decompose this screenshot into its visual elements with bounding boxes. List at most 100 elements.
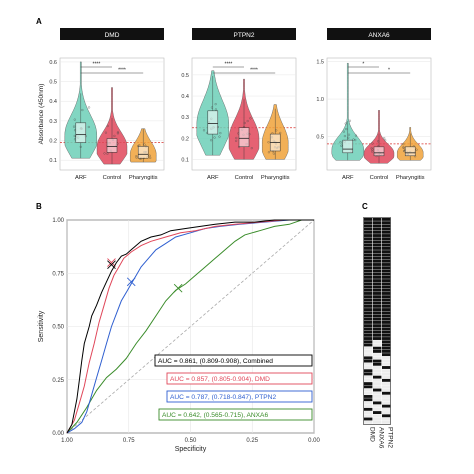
heatmap-cell <box>364 311 373 315</box>
y-tick-label: 1.00 <box>52 218 64 224</box>
y-tick-label: 0.5 <box>49 80 57 86</box>
violin-chart-ptpn2: PTPN2 0.5 0.4 0.3 0.2 0.1 ARF Control Pharyngiti… <box>181 28 297 181</box>
heatmap-cell <box>382 288 391 292</box>
heatmap-cell <box>373 263 382 266</box>
heatmap-cell <box>364 417 373 421</box>
heatmap-cell <box>382 382 391 386</box>
heatmap-cell <box>373 250 382 254</box>
heatmap-cell <box>373 388 382 392</box>
reference-diagonal <box>66 219 315 434</box>
heatmap-cell <box>382 407 391 411</box>
heatmap-cell <box>364 230 373 234</box>
heatmap-cell <box>373 340 382 344</box>
heatmap-cell <box>373 414 382 418</box>
data-point <box>148 154 151 157</box>
heatmap-cell <box>382 259 391 263</box>
heatmap-cell <box>373 282 382 286</box>
heatmap-cell <box>373 259 382 263</box>
heatmap-cell <box>364 314 373 318</box>
box-control <box>238 127 250 148</box>
x-tick-label: ARF <box>75 175 87 181</box>
heatmap-cell <box>373 301 382 305</box>
heatmap-cell <box>364 301 373 305</box>
data-point <box>218 135 221 138</box>
heatmap-cell <box>364 279 373 283</box>
heatmap-cell <box>373 321 382 324</box>
heatmap-cell <box>382 221 391 225</box>
auc-label-combined: AUC = 0.861, (0.809-0.908), Combined <box>158 358 273 365</box>
data-point <box>135 155 138 158</box>
heatmap-cell <box>373 314 382 318</box>
heatmap-cell <box>382 349 391 353</box>
heatmap-cell <box>382 311 391 315</box>
heatmap-cell <box>373 317 382 321</box>
heatmap-cell <box>373 279 382 283</box>
data-point <box>371 150 374 153</box>
heatmap-cell <box>364 378 373 382</box>
roc-curve-anxa6 <box>66 219 314 434</box>
y-axis-label: Absorbance (450nm) <box>38 84 45 145</box>
data-point <box>214 108 217 111</box>
data-point <box>73 118 76 121</box>
heatmap-cell <box>364 337 373 340</box>
data-point <box>348 119 351 122</box>
data-point <box>354 139 357 142</box>
heatmap-cell <box>382 388 391 392</box>
panel-title-strip <box>192 28 296 40</box>
x-tick-label: 0.00 <box>308 438 320 444</box>
heatmap-cell <box>373 246 382 250</box>
panel-label-b: B <box>36 202 42 211</box>
heatmap-cell <box>364 385 373 389</box>
significance-label: **** <box>118 68 126 74</box>
y-tick-label: 1.0 <box>316 97 324 103</box>
x-tick-label: Pharyngitis <box>261 175 290 181</box>
heatmap-cell <box>364 266 373 270</box>
panel-title: ANXA6 <box>368 32 390 39</box>
heatmap-column-label: DMD <box>369 427 376 442</box>
heatmap-cell <box>364 295 373 299</box>
heatmap-column-label: PTPN2 <box>387 427 394 448</box>
heatmap-cell <box>373 234 382 237</box>
data-point <box>88 106 91 109</box>
heatmap-cell <box>373 411 382 414</box>
panel-label-a: A <box>36 17 42 26</box>
heatmap-cell <box>364 317 373 321</box>
heatmap-cell <box>382 321 391 324</box>
heatmap-cell <box>382 343 391 347</box>
heatmap-cell <box>364 218 373 221</box>
heatmap-cell <box>373 417 382 421</box>
data-point <box>345 128 348 131</box>
data-point <box>202 129 206 132</box>
y-tick-label: 0.4 <box>49 99 57 105</box>
heatmap-cell <box>364 372 373 376</box>
heatmap-cell <box>364 356 373 360</box>
heatmap-cell <box>364 382 373 386</box>
heatmap-cell <box>373 420 382 424</box>
heatmap-cell <box>382 417 391 421</box>
heatmap-cell <box>382 269 391 273</box>
y-tick-label: 0.2 <box>181 136 189 142</box>
heatmap-cell <box>364 324 373 328</box>
y-tick-label: 0.00 <box>52 431 64 437</box>
heatmap-cell <box>382 330 391 334</box>
heatmap-cell <box>373 395 382 398</box>
heatmap-cell <box>382 385 391 389</box>
x-tick-label: 1.00 <box>61 438 73 444</box>
threshold-marker <box>107 260 116 270</box>
heatmap-cell <box>373 343 382 347</box>
data-point <box>371 148 374 151</box>
heatmap-cell <box>364 411 373 414</box>
data-point <box>249 117 252 120</box>
heatmap-cell <box>364 407 373 411</box>
violin-chart-anxa6: ANXA6 1.5 1.0 0.5 ARF Control Pharyngitis * * <box>316 28 432 181</box>
heatmap-cell <box>373 324 382 328</box>
x-tick-label: 0.50 <box>185 438 197 444</box>
data-point <box>87 125 90 129</box>
heatmap-cell <box>373 362 382 366</box>
heatmap-cell <box>364 366 373 369</box>
heatmap-cell <box>382 375 391 379</box>
heatmap-cell <box>382 295 391 299</box>
heatmap-cell <box>364 285 373 289</box>
data-point <box>106 124 109 128</box>
roc-curve-combined <box>66 219 314 434</box>
